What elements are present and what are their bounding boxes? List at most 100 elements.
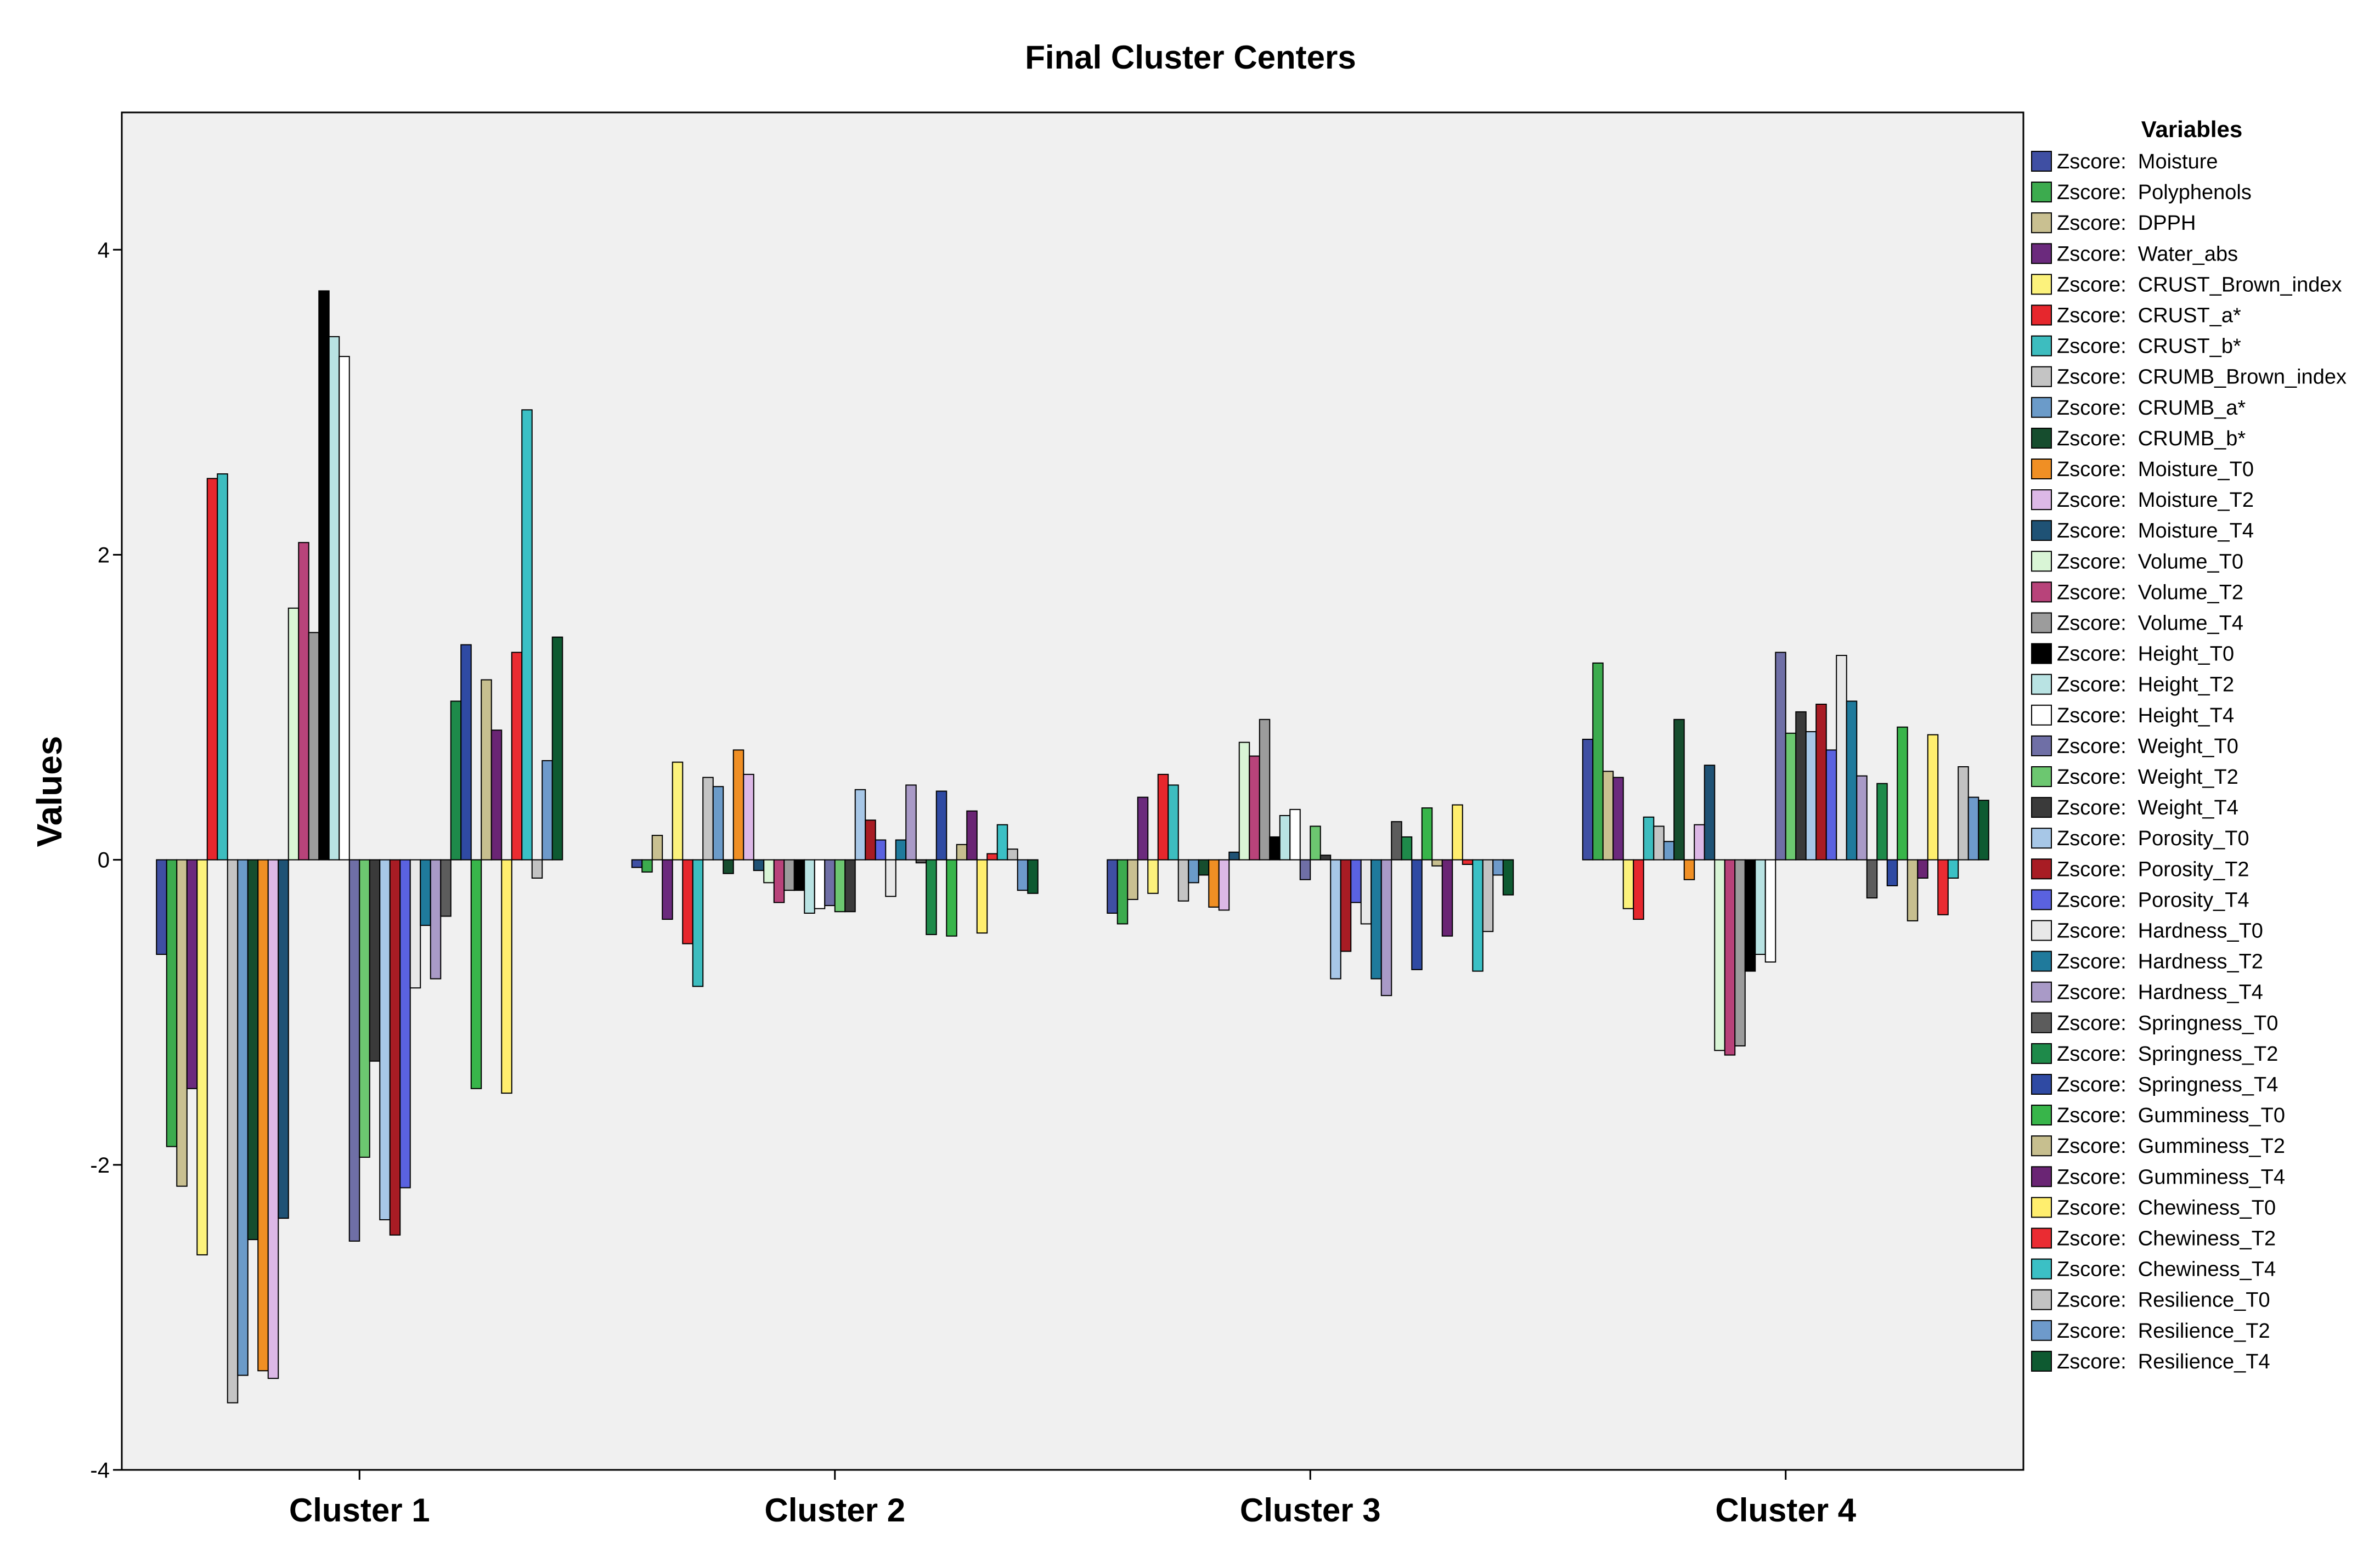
bar	[348, 859, 360, 1242]
legend-swatch	[2031, 489, 2052, 511]
legend-swatch	[2031, 643, 2052, 664]
legend-swatch	[2031, 1166, 2052, 1187]
bar	[1958, 766, 1969, 861]
bar	[773, 859, 785, 903]
bar	[1177, 859, 1189, 902]
legend-entry-label: Zscore: Hardness_T4	[2057, 981, 2263, 1004]
bar	[1866, 859, 1878, 899]
legend-entry-label: Zscore: Volume_T0	[2057, 550, 2243, 573]
bar	[834, 859, 846, 913]
x-category-label: Cluster 3	[1240, 1492, 1381, 1529]
bar	[440, 859, 452, 917]
legend-entry-label: Zscore: Height_T4	[2057, 704, 2234, 727]
legend-entry-label: Zscore: DPPH	[2057, 212, 2196, 235]
bar	[743, 773, 754, 861]
bar	[1815, 703, 1827, 861]
bar	[521, 409, 533, 861]
bar	[1492, 859, 1504, 876]
legend-swatch	[2031, 612, 2052, 633]
legend-title: Variables	[2141, 116, 2242, 142]
legend-entry-label: Zscore: CRUST_a*	[2057, 304, 2241, 327]
bar	[369, 859, 381, 1062]
bar	[1673, 718, 1685, 861]
bar	[1188, 859, 1199, 884]
legend-swatch	[2031, 1043, 2052, 1064]
bar	[531, 859, 543, 879]
legend-entry-label: Zscore: Weight_T2	[2057, 766, 2238, 789]
bar	[1836, 655, 1847, 861]
legend-entry-label: Zscore: Resilience_T0	[2057, 1289, 2270, 1312]
bar	[915, 859, 927, 864]
bar	[1886, 859, 1898, 886]
bar	[1259, 718, 1271, 861]
legend-entry-label: Zscore: Chewiness_T2	[2057, 1227, 2276, 1251]
bar	[1238, 742, 1250, 861]
bar	[166, 859, 178, 1147]
bar	[359, 859, 370, 1158]
bar	[176, 859, 188, 1187]
bar	[1967, 796, 1979, 861]
bar	[763, 859, 775, 884]
bar	[1017, 859, 1029, 891]
bar	[247, 859, 259, 1241]
bar	[1683, 859, 1695, 880]
bar	[1299, 859, 1311, 880]
bar	[1360, 859, 1372, 925]
legend-entry-label: Zscore: CRUMB_b*	[2057, 427, 2246, 450]
legend-swatch	[2031, 981, 2052, 1003]
legend-entry-label: Zscore: Gumminess_T4	[2057, 1165, 2285, 1189]
bar	[905, 784, 917, 861]
bar	[1724, 859, 1736, 1056]
legend-swatch	[2031, 1258, 2052, 1280]
bar	[1391, 821, 1402, 861]
legend-entry-label: Zscore: CRUMB_Brown_index	[2057, 366, 2347, 389]
legend-entry-label: Zscore: Moisture	[2057, 150, 2218, 173]
bar	[186, 859, 198, 1089]
bar	[308, 632, 320, 861]
x-category-label: Cluster 2	[764, 1492, 905, 1529]
bar	[1401, 836, 1413, 861]
x-category-label: Cluster 1	[289, 1492, 430, 1529]
bar	[1269, 836, 1281, 861]
bar	[1421, 807, 1433, 861]
bar	[1411, 859, 1423, 970]
legend-entry-label: Zscore: Springness_T2	[2057, 1043, 2278, 1066]
bar	[1825, 749, 1837, 861]
bar	[1734, 859, 1746, 1046]
bar	[1856, 775, 1868, 861]
bar	[1482, 859, 1494, 932]
legend-entry-label: Zscore: Resilience_T4	[2057, 1350, 2270, 1373]
bar	[986, 853, 998, 861]
legend-swatch	[2031, 858, 2052, 880]
y-tick-label: -4	[90, 1458, 110, 1483]
bar	[1643, 816, 1655, 861]
bar	[1147, 859, 1159, 894]
legend-entry-label: Zscore: Hardness_T0	[2057, 920, 2263, 943]
legend-swatch	[2031, 766, 2052, 787]
bar	[1633, 859, 1644, 920]
bar	[1431, 859, 1443, 867]
legend-entry-label: Zscore: Springness_T0	[2057, 1012, 2278, 1035]
bar	[1775, 652, 1786, 861]
y-tick-label: 4	[98, 238, 110, 262]
bar	[156, 859, 167, 955]
legend-entry-label: Zscore: Chewiness_T4	[2057, 1258, 2276, 1281]
legend-swatch	[2031, 151, 2052, 172]
bar	[206, 478, 218, 861]
legend-swatch	[2031, 551, 2052, 572]
legend-swatch	[2031, 704, 2052, 726]
bar	[1472, 859, 1484, 972]
bar	[1137, 796, 1149, 861]
bar	[420, 859, 431, 926]
bar	[1452, 804, 1463, 861]
bar	[976, 859, 988, 934]
bar	[641, 859, 653, 873]
bar	[732, 749, 745, 861]
bar	[1917, 859, 1928, 879]
bar	[196, 859, 208, 1255]
legend-swatch	[2031, 304, 2052, 326]
bar	[1785, 732, 1797, 861]
bar	[702, 777, 714, 861]
